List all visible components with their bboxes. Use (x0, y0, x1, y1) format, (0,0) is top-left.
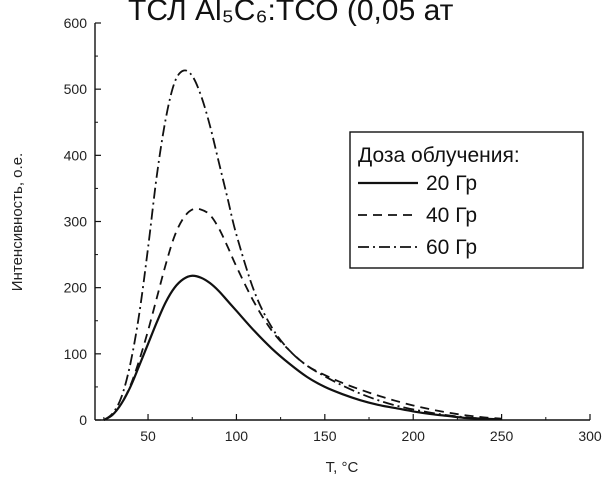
y-tick-label: 500 (64, 81, 88, 97)
x-tick-label: 100 (225, 428, 249, 444)
x-tick-label: 250 (490, 428, 514, 444)
series-lines (103, 69, 502, 421)
legend-entries: 20 Гр 40 Гр 60 Гр (358, 172, 477, 259)
y-tick-label: 600 (64, 15, 88, 31)
x-tick-label: 150 (313, 428, 337, 444)
y-tick-label: 300 (64, 214, 88, 230)
series-line-40-Гр (103, 207, 502, 421)
series-line-60-Гр (103, 69, 502, 421)
y-ticks: 0 100 200 300 400 500 600 (64, 15, 101, 428)
legend-label: 40 Гр (426, 204, 477, 227)
x-tick-label: 300 (578, 428, 602, 444)
legend-box (349, 131, 584, 269)
legend-title: Доза облучения: (358, 144, 520, 167)
x-tick-label: 50 (140, 428, 156, 444)
series-line-20-Гр (103, 274, 502, 421)
legend: Доза облучения: 20 Гр 40 Гр 60 Гр (349, 131, 584, 269)
x-ticks: 50 100 150 200 250 300 (103, 414, 602, 444)
chart-title: ТСЛ Al₅C₆:ТСО (0,05 ат (128, 0, 454, 27)
plot-area: 50 100 150 200 250 300 0 100 200 300 400 500 600 (64, 15, 602, 444)
y-tick-label: 0 (79, 412, 87, 428)
legend-label: 20 Гр (426, 172, 477, 195)
y-tick-label: 100 (64, 346, 88, 362)
y-tick-label: 400 (64, 147, 88, 163)
legend-label: 60 Гр (426, 236, 477, 259)
y-axis-label: Интенсивность, о.е. (9, 153, 26, 291)
x-axis-label: T, °C (326, 459, 359, 476)
y-tick-label: 200 (64, 280, 88, 296)
x-tick-label: 200 (402, 428, 426, 444)
